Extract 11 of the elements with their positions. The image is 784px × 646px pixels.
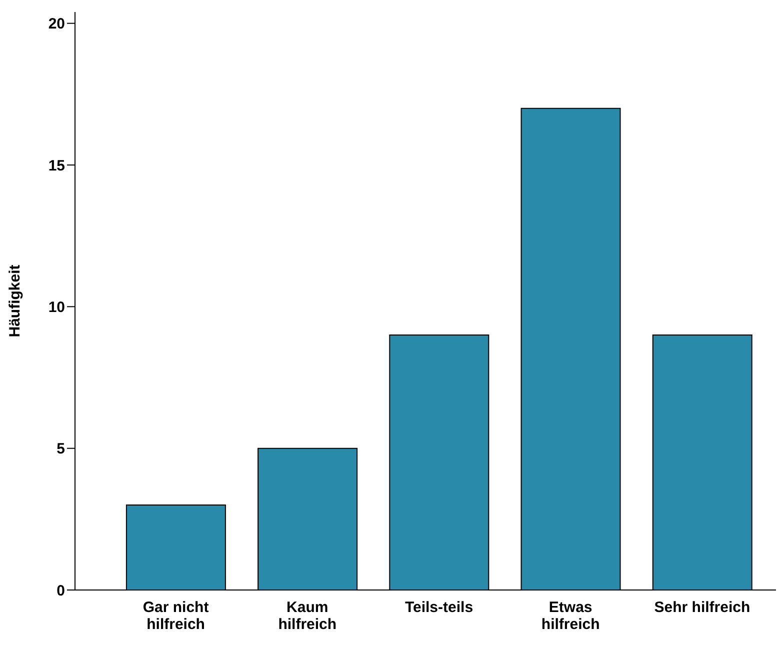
y-axis-title: Häufigkeit (6, 264, 24, 338)
x-tick-label: Etwas hilfreich (541, 599, 600, 633)
y-tick-label: 0 (56, 582, 65, 600)
x-tick-label: Kaum hilfreich (278, 599, 337, 633)
y-tick-label: 5 (56, 440, 65, 458)
y-tick-label: 15 (48, 157, 65, 174)
x-tick-label: Teils-teils (404, 599, 474, 616)
y-tick-label: 10 (48, 298, 65, 316)
y-tick-label: 20 (48, 16, 65, 33)
x-tick-label: Gar nicht hilfreich (142, 599, 209, 633)
x-tick-label: Sehr hilfreich (654, 599, 750, 616)
